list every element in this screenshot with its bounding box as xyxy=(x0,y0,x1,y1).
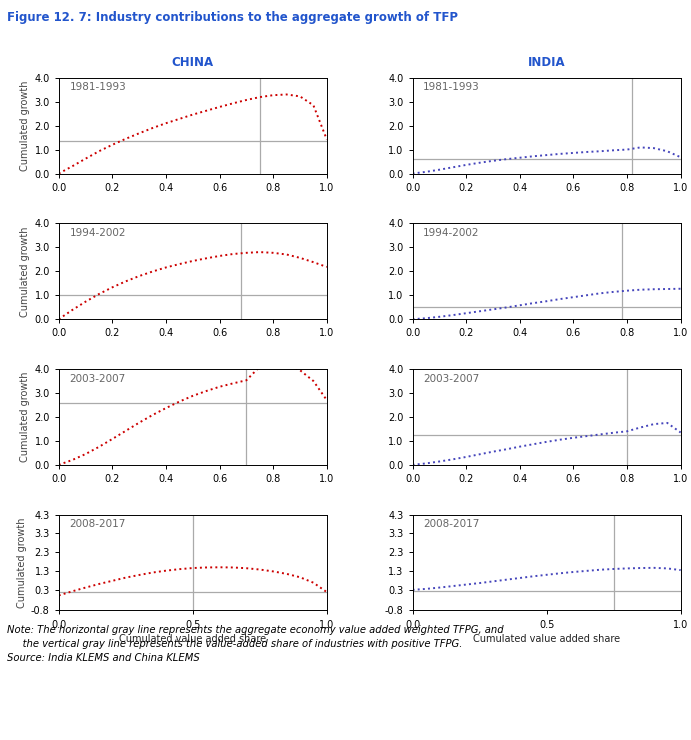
Text: 2003-2007: 2003-2007 xyxy=(424,374,480,384)
Y-axis label: Cumulated growth: Cumulated growth xyxy=(17,517,27,608)
Text: Figure 12. 7: Industry contributions to the aggregate growth of TFP: Figure 12. 7: Industry contributions to … xyxy=(7,11,458,24)
X-axis label: Cumulated value added share: Cumulated value added share xyxy=(120,633,266,644)
Text: 1981-1993: 1981-1993 xyxy=(70,82,126,92)
Text: 1981-1993: 1981-1993 xyxy=(424,82,480,92)
Text: 1994-2002: 1994-2002 xyxy=(424,228,480,238)
Y-axis label: Cumulated growth: Cumulated growth xyxy=(20,371,30,462)
Text: 2003-2007: 2003-2007 xyxy=(70,374,126,384)
Text: Note: The horizontal gray line represents the aggregate economy value added weig: Note: The horizontal gray line represent… xyxy=(7,625,504,663)
Text: INDIA: INDIA xyxy=(528,56,565,69)
Text: 2008-2017: 2008-2017 xyxy=(424,519,480,529)
Y-axis label: Cumulated growth: Cumulated growth xyxy=(20,81,30,171)
Text: 1994-2002: 1994-2002 xyxy=(70,228,126,238)
X-axis label: Cumulated value added share: Cumulated value added share xyxy=(473,633,620,644)
Text: CHINA: CHINA xyxy=(171,56,214,69)
Text: 2008-2017: 2008-2017 xyxy=(70,519,126,529)
Y-axis label: Cumulated growth: Cumulated growth xyxy=(20,226,30,317)
